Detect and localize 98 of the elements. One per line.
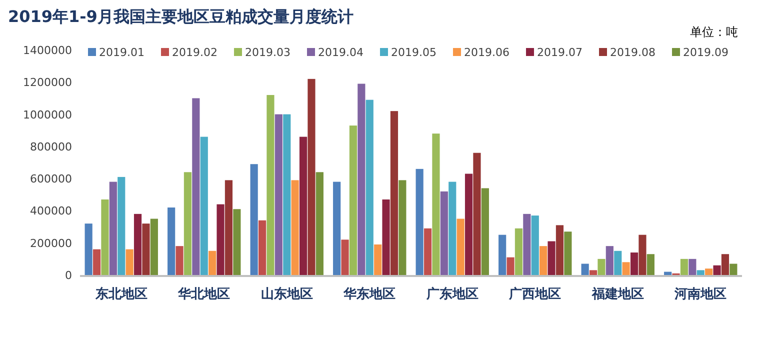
x-tick-label: 广西地区: [508, 286, 562, 302]
bar: [523, 214, 531, 275]
bar: [274, 114, 282, 275]
legend-label: 2019.03: [245, 46, 290, 59]
y-tick-label: 1400000: [23, 44, 72, 57]
x-tick-label: 福建地区: [590, 286, 644, 302]
legend-label: 2019.06: [464, 46, 510, 59]
bar: [150, 218, 158, 275]
x-tick-label: 华北地区: [177, 287, 230, 302]
bar: [448, 182, 456, 275]
bar: [299, 136, 308, 275]
bar: [84, 224, 92, 275]
bar: [224, 180, 233, 275]
bar: [109, 182, 117, 275]
bar: [316, 172, 324, 275]
bar: [333, 182, 341, 275]
bar: [142, 224, 150, 275]
bar: [390, 111, 398, 275]
legend-label: 2019.08: [610, 46, 656, 59]
bar: [118, 176, 126, 275]
bar: [192, 98, 200, 275]
legend-label: 2019.05: [391, 46, 436, 59]
bar: [184, 172, 192, 275]
chart-title: 2019年1-9月我国主要地区豆粕成交量月度统计: [8, 7, 354, 26]
legend-label: 2019.09: [683, 46, 728, 59]
x-tick-label: 山东地区: [260, 286, 313, 302]
bar: [258, 220, 266, 275]
bar: [382, 199, 390, 275]
bar: [208, 250, 216, 275]
bar: [589, 270, 598, 275]
bar: [606, 246, 614, 275]
bar: [349, 126, 358, 275]
bar: [283, 114, 291, 275]
bar: [358, 84, 366, 275]
x-tick-label: 广东地区: [425, 286, 478, 302]
legend-label: 2019.04: [318, 46, 364, 59]
bar: [216, 204, 224, 275]
x-tick-label: 东北地区: [94, 286, 148, 302]
bar: [498, 234, 506, 275]
bar: [705, 268, 713, 275]
bar: [366, 100, 374, 275]
bar: [250, 164, 258, 275]
bar: [134, 214, 142, 275]
bar: [440, 191, 448, 275]
bar: [506, 257, 514, 275]
bar: [548, 241, 556, 275]
bar: [614, 250, 622, 275]
bar: [531, 216, 539, 275]
bar: [598, 258, 606, 275]
y-tick-label: 400000: [30, 204, 72, 218]
bar: [291, 180, 299, 275]
y-tick-label: 0: [65, 269, 72, 282]
bar: [556, 225, 564, 275]
bar: [696, 270, 704, 275]
bar: [721, 254, 730, 275]
bar: [664, 272, 672, 275]
bar: [464, 174, 473, 275]
bar: [416, 168, 424, 275]
bar: [432, 134, 440, 275]
y-tick-label: 1200000: [23, 76, 72, 90]
bar: [514, 228, 523, 275]
bar: [308, 78, 316, 275]
y-tick-label: 800000: [30, 140, 72, 154]
y-tick-label: 600000: [30, 172, 72, 186]
bar: [564, 232, 572, 275]
bar: [200, 136, 208, 275]
bar: [680, 258, 688, 275]
x-tick-label: 华东地区: [342, 286, 396, 302]
bar: [688, 258, 696, 275]
bar: [341, 240, 349, 275]
bar: [481, 188, 489, 275]
bar: [266, 95, 274, 275]
bar: [168, 208, 176, 275]
bar: [581, 264, 589, 275]
bar: [630, 252, 638, 275]
bar: [101, 199, 109, 275]
bar: [374, 244, 382, 275]
bar: [713, 265, 721, 275]
text: 单位：吨: [690, 25, 738, 39]
bar: [92, 249, 101, 275]
bar: [424, 228, 432, 275]
bar: [730, 264, 738, 275]
bar: [646, 254, 654, 275]
bar: [126, 249, 134, 275]
legend-label: 2019.07: [537, 46, 582, 59]
bar: [473, 152, 481, 275]
bar: [540, 246, 548, 275]
y-tick-label: 200000: [30, 236, 72, 250]
x-tick-label: 河南地区: [674, 287, 727, 302]
bar: [176, 246, 184, 275]
bar: [456, 218, 464, 275]
bar: [638, 234, 646, 275]
legend-label: 2019.01: [99, 46, 144, 59]
bar: [622, 262, 630, 275]
y-tick-label: 1000000: [23, 108, 72, 122]
bar: [398, 180, 406, 275]
legend-label: 2019.02: [172, 46, 218, 59]
bar: [233, 209, 241, 275]
